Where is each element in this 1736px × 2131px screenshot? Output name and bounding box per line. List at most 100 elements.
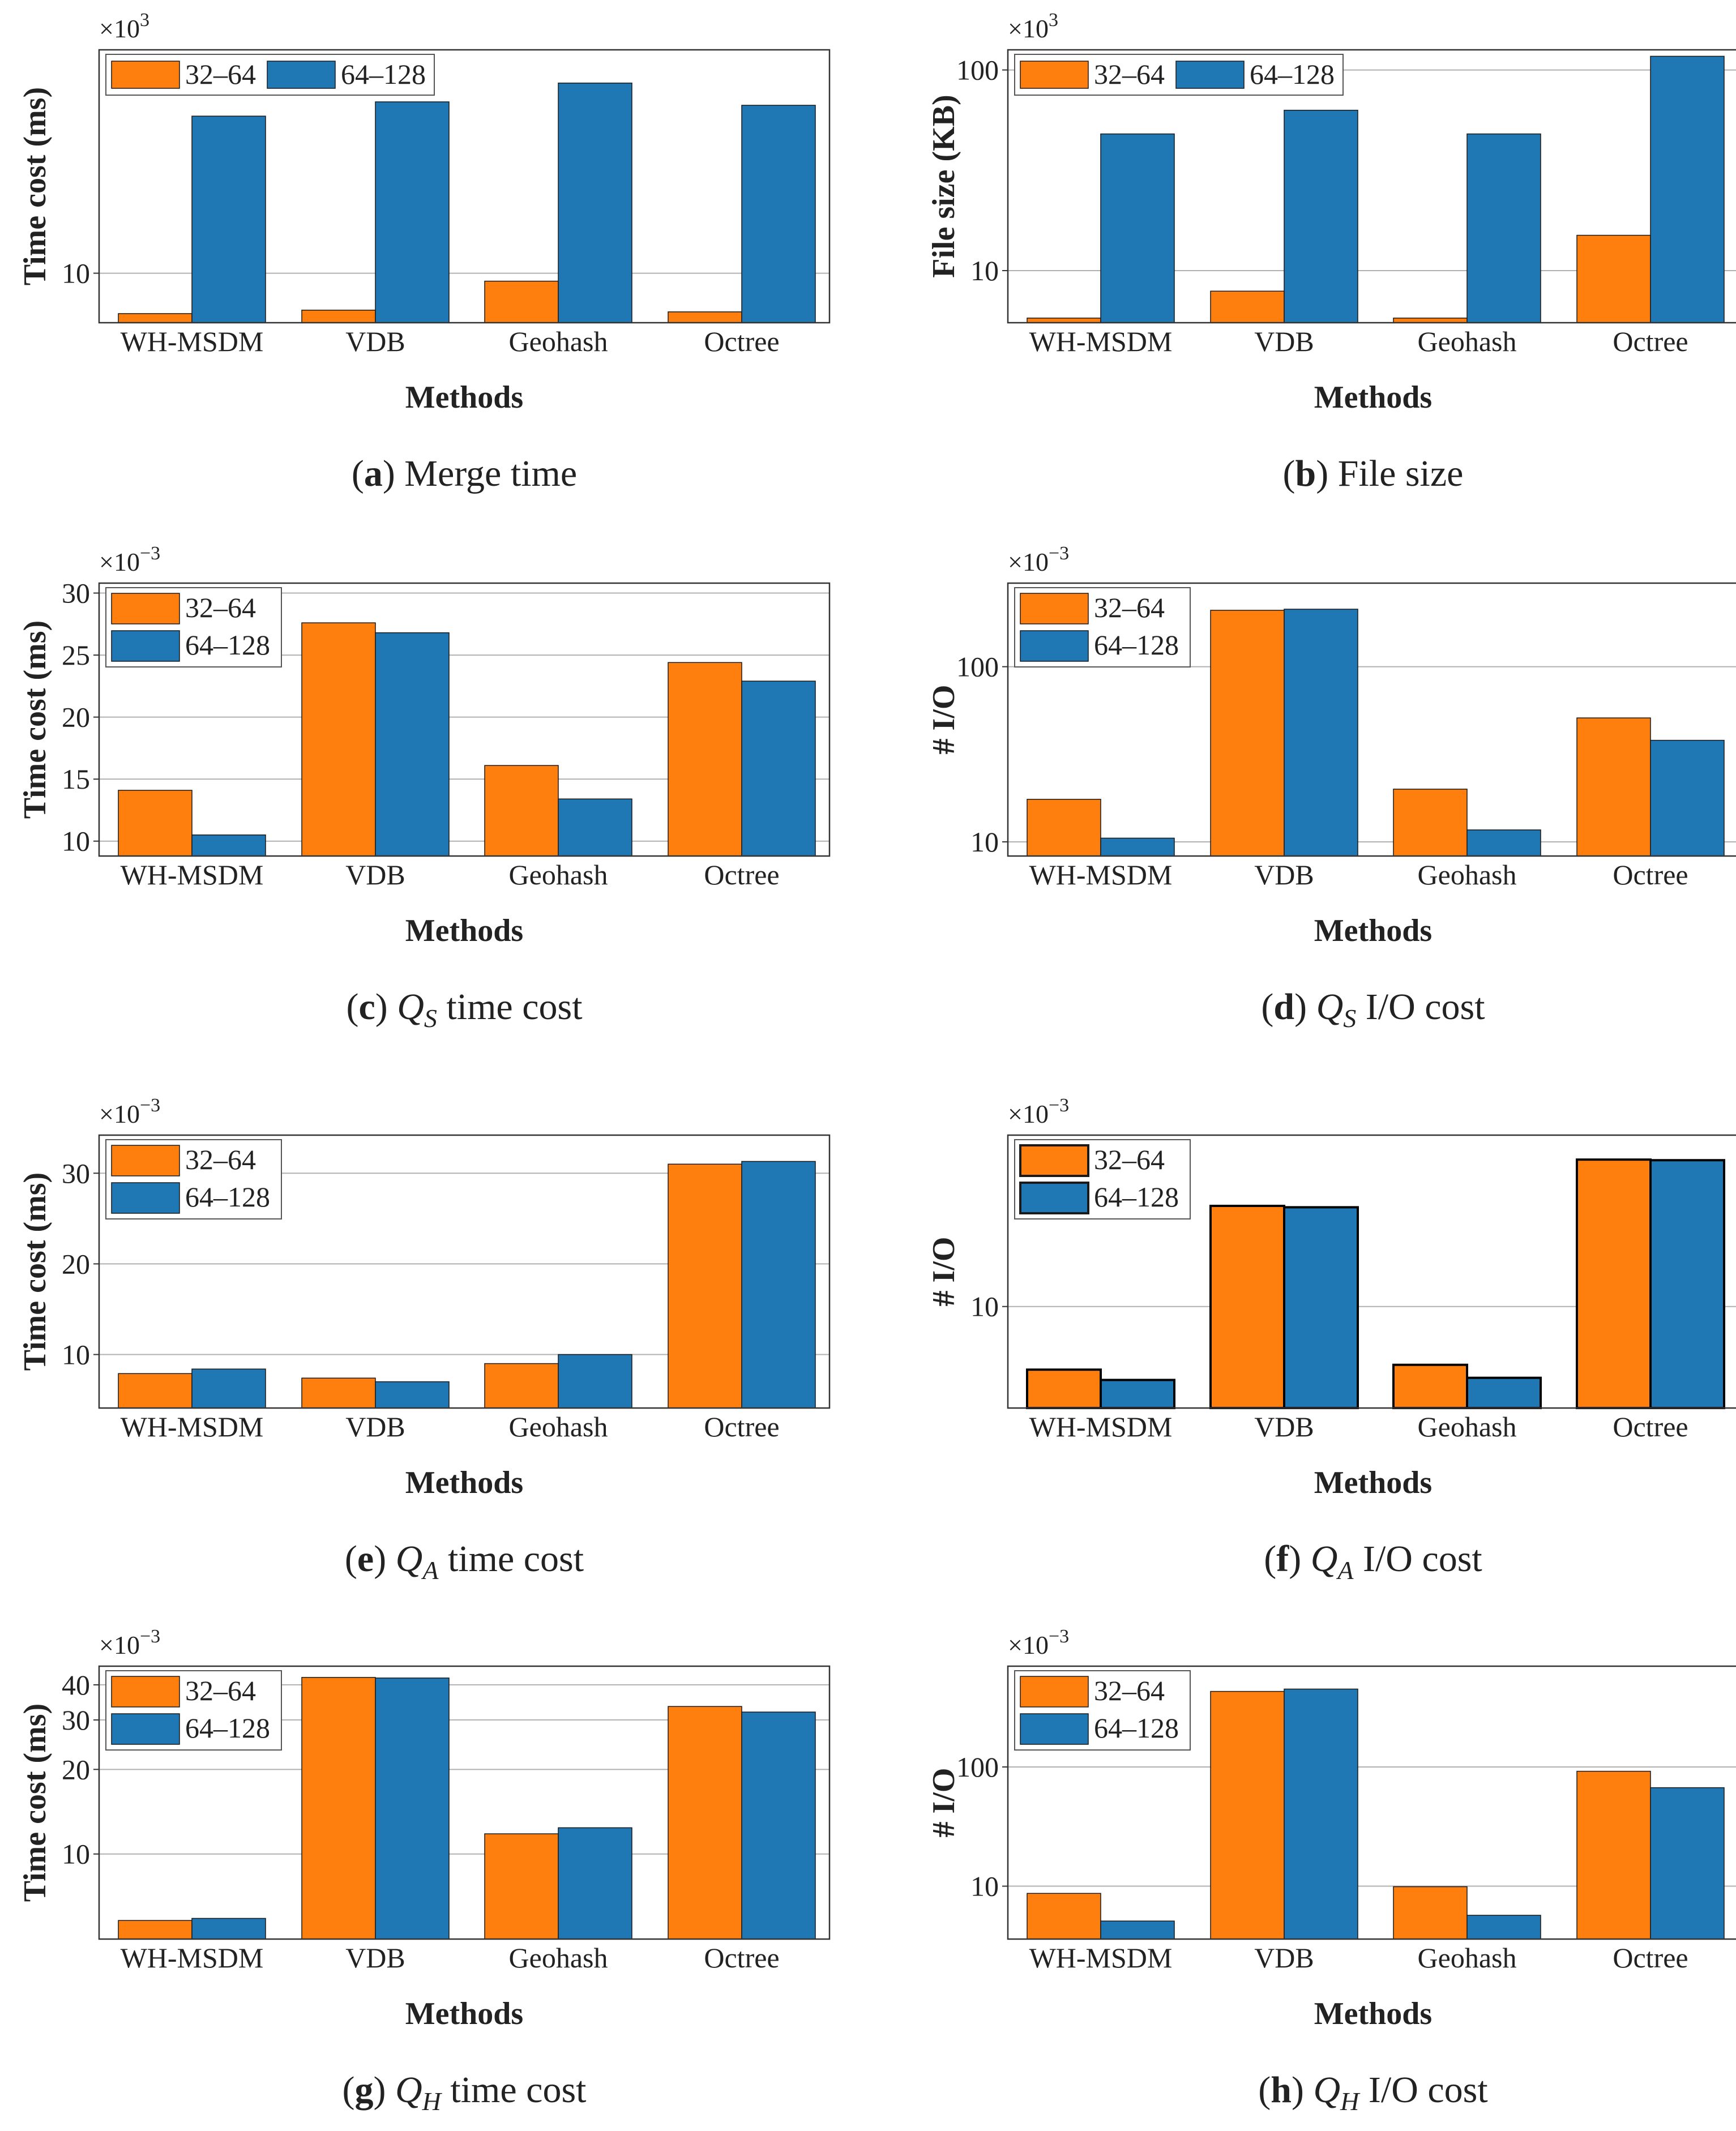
- plot-frame: [1007, 49, 1736, 324]
- chart-a: 10 WH-MSDM VDB Geohash Octree Methods Time cos…: [18, 10, 831, 494]
- x-tick-label: VDB: [345, 1942, 405, 1974]
- bar-c-Geohash-64–128: [558, 798, 632, 857]
- bar-c-VDB-64–128: [375, 632, 450, 857]
- bar-e-VDB-64–128: [375, 1381, 450, 1409]
- x-tick-label: Geohash: [1418, 1411, 1517, 1443]
- bar-c-WH-MSDM-64–128: [191, 835, 266, 857]
- axis-multiplier: ×10−3: [99, 1626, 160, 1659]
- bar-f-Octree-32–64: [1576, 1158, 1652, 1410]
- legend-label: 32–64: [185, 1675, 256, 1706]
- y-tick-label: 15: [62, 763, 90, 795]
- bar-e-Octree-64–128: [741, 1161, 816, 1409]
- legend-swatch: [1019, 1182, 1089, 1214]
- y-tick-label: 25: [62, 639, 90, 671]
- legend-label: 64–128: [341, 58, 426, 90]
- legend-label: 32–64: [185, 58, 256, 90]
- legend-label: 64–128: [1094, 1712, 1179, 1744]
- x-tick-label: Octree: [704, 1411, 779, 1443]
- bar-g-Geohash-32–64: [484, 1833, 559, 1940]
- bar-a-VDB-64–128: [375, 101, 450, 323]
- legend-swatch: [1020, 630, 1089, 662]
- bar-g-WH-MSDM-32–64: [118, 1920, 193, 1940]
- x-tick-label: Geohash: [509, 1411, 608, 1443]
- x-axis-label: Methods: [405, 1465, 523, 1500]
- axis-multiplier: ×10−3: [99, 1095, 160, 1128]
- x-tick-label: VDB: [345, 326, 405, 357]
- bar-g-VDB-64–128: [375, 1678, 450, 1940]
- bar-a-VDB-32–64: [301, 310, 376, 323]
- bar-a-WH-MSDM-32–64: [118, 313, 193, 323]
- y-tick-label: 20: [62, 701, 90, 733]
- x-tick-label: VDB: [1254, 326, 1314, 357]
- y-axis-label: Time cost (ms): [18, 1173, 53, 1371]
- y-tick-label: 10: [970, 255, 999, 286]
- x-tick-label: VDB: [1254, 1942, 1314, 1974]
- legend-swatch: [1020, 1713, 1089, 1745]
- bar-e-Geohash-64–128: [558, 1354, 632, 1409]
- legend-swatch: [267, 61, 336, 89]
- plot-frame: [98, 1134, 831, 1409]
- bar-a-WH-MSDM-64–128: [191, 115, 266, 323]
- legend: 32–64 64–128: [1014, 54, 1344, 96]
- bar-b-Octree-32–64: [1576, 234, 1651, 323]
- y-tick-label: 40: [62, 1669, 90, 1701]
- bar-d-Octree-32–64: [1576, 717, 1651, 857]
- x-tick-label: Octree: [704, 1942, 779, 1974]
- x-tick-label: Octree: [1613, 1411, 1688, 1443]
- y-tick-label: 20: [62, 1753, 90, 1785]
- y-tick-label: 100: [956, 651, 999, 683]
- bar-d-WH-MSDM-32–64: [1027, 799, 1101, 857]
- bar-h-Geohash-32–64: [1393, 1886, 1468, 1940]
- y-tick-label: 10: [970, 1871, 999, 1902]
- caption: (f) QA I/O cost: [1264, 1538, 1482, 1585]
- legend: 32–64 64–128: [1014, 1670, 1191, 1751]
- axis-multiplier: ×10−3: [1008, 1095, 1069, 1128]
- plot-frame: [98, 1665, 831, 1940]
- x-tick-label: WH-MSDM: [1029, 859, 1173, 891]
- y-axis-label: Time cost (ms): [18, 621, 53, 819]
- plot-frame: [1007, 1134, 1736, 1409]
- axis-multiplier: ×103: [1008, 10, 1058, 43]
- bar-b-VDB-32–64: [1210, 290, 1285, 323]
- legend-swatch: [111, 61, 180, 89]
- bar-g-VDB-32–64: [301, 1677, 376, 1940]
- y-axis-label: Time cost (ms): [18, 1704, 53, 1902]
- plot-frame: [1007, 582, 1736, 857]
- x-tick-label: Octree: [704, 326, 779, 357]
- bar-d-WH-MSDM-64–128: [1100, 837, 1175, 857]
- bar-g-Octree-32–64: [668, 1706, 742, 1940]
- bar-h-Octree-32–64: [1576, 1770, 1651, 1940]
- bar-h-Geohash-64–128: [1466, 1915, 1541, 1940]
- y-tick-label: 10: [62, 258, 90, 289]
- bar-e-VDB-32–64: [301, 1377, 376, 1409]
- legend-label: 32–64: [185, 1144, 256, 1175]
- bar-f-VDB-64–128: [1283, 1206, 1359, 1410]
- x-tick-label: WH-MSDM: [1029, 326, 1173, 357]
- caption: (c) QS time cost: [346, 986, 582, 1033]
- bar-h-Octree-64–128: [1650, 1787, 1725, 1940]
- y-tick-label: 30: [62, 1704, 90, 1736]
- legend-swatch: [111, 1145, 180, 1176]
- legend-swatch: [1019, 1144, 1089, 1177]
- bar-g-Geohash-64–128: [558, 1827, 632, 1940]
- legend: 32–64 64–128: [105, 1670, 282, 1751]
- bar-b-Octree-64–128: [1650, 55, 1725, 323]
- bar-c-WH-MSDM-32–64: [118, 790, 193, 857]
- legend-label: 32–64: [1094, 592, 1165, 623]
- bar-e-WH-MSDM-32–64: [118, 1373, 193, 1409]
- x-tick-label: Octree: [1613, 859, 1688, 891]
- legend-swatch: [1020, 61, 1089, 89]
- caption: (h) QH I/O cost: [1258, 2069, 1487, 2116]
- axis-multiplier: ×103: [99, 10, 149, 43]
- legend-label: 64–128: [185, 629, 270, 661]
- x-tick-label: Octree: [1613, 1942, 1688, 1974]
- y-axis-label: File size (KB): [926, 95, 961, 277]
- caption: (g) QH time cost: [343, 2069, 587, 2116]
- legend-swatch: [111, 1713, 180, 1745]
- x-tick-label: WH-MSDM: [1029, 1411, 1173, 1443]
- plot-frame: [98, 582, 831, 857]
- legend: 32–64 64–128: [105, 1139, 282, 1219]
- bar-f-Octree-64–128: [1649, 1159, 1725, 1409]
- caption: (e) QA time cost: [345, 1538, 584, 1585]
